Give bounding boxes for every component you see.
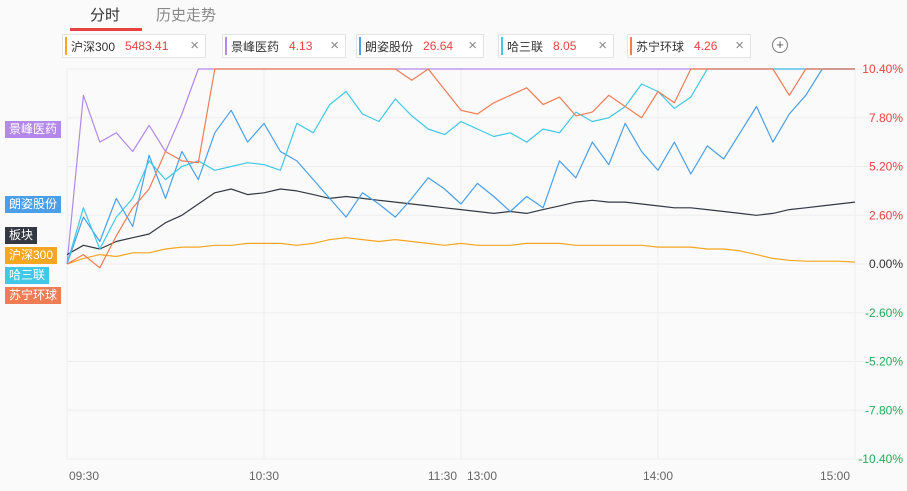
close-icon[interactable]: ×: [735, 37, 744, 54]
chip-name: 朗姿股份: [365, 39, 414, 54]
y-tick-label: -2.60%: [865, 306, 903, 320]
x-tick-label: 09:30: [69, 469, 99, 483]
series-line: [66, 68, 855, 265]
chip-value: 8.05: [553, 39, 577, 53]
y-tick-label: 10.40%: [862, 62, 903, 76]
close-icon[interactable]: ×: [330, 37, 339, 54]
intraday-chart[interactable]: 10.40% 7.80% 5.20% 2.60% 0.00% -2.60% -5.20% -7…: [0, 60, 907, 491]
chip-jingfeng[interactable]: 景峰医药 4.13 ×: [222, 34, 346, 58]
chip-value: 5483.41: [125, 39, 169, 53]
y-tick-label: 2.60%: [869, 208, 903, 222]
series-tag-jingfeng: 景峰医药: [5, 121, 62, 138]
active-tab-indicator: [70, 28, 142, 31]
close-icon[interactable]: ×: [468, 37, 477, 54]
close-icon[interactable]: ×: [598, 37, 607, 54]
y-tick-label: -5.20%: [865, 355, 903, 369]
tab-intraday[interactable]: 分时: [90, 7, 121, 24]
chart-area[interactable]: 10.40% 7.80% 5.20% 2.60% 0.00% -2.60% -5.20% -7…: [0, 60, 907, 491]
series-tag-hasanlian: 哈三联: [5, 267, 50, 284]
x-tick-label: 13:00: [467, 469, 497, 483]
y-tick-label: -7.80%: [865, 403, 903, 417]
y-tick-label: 0.00%: [869, 257, 903, 271]
series-line: [66, 68, 855, 269]
chip-color-bar: [359, 37, 361, 55]
series-tag-sector: 板块: [5, 227, 38, 244]
chip-hs300[interactable]: 沪深300 5483.41 ×: [62, 34, 206, 58]
chip-name: 沪深300: [71, 39, 116, 54]
chip-color-bar: [225, 37, 227, 55]
x-tick-label: 14:00: [643, 469, 673, 483]
y-tick-label: 5.20%: [869, 160, 903, 174]
chip-hasanlian[interactable]: 哈三联 8.05 ×: [498, 34, 614, 58]
chip-suning[interactable]: 苏宁环球 4.26 ×: [627, 34, 751, 58]
chip-color-bar: [65, 37, 67, 55]
chip-name: 景峰医药: [231, 39, 280, 54]
close-icon[interactable]: ×: [190, 37, 199, 54]
x-tick-label: 10:30: [249, 469, 279, 483]
series-line: [66, 188, 856, 256]
chip-color-bar: [630, 37, 632, 55]
x-tick-label: 15:00: [820, 469, 850, 483]
series-tag-hs300: 沪深300: [5, 247, 58, 264]
chip-langzi[interactable]: 朗姿股份 26.64 ×: [356, 34, 484, 58]
series-tag-suning: 苏宁环球: [5, 287, 62, 304]
series-line: [66, 237, 856, 265]
comparison-chip-bar: 沪深300 5483.41 × 景峰医药 4.13 × 朗姿股份 26.64 ×…: [62, 34, 907, 58]
tab-bar: 分时 历史走势: [0, 0, 907, 31]
x-tick-label: 11:30: [428, 469, 457, 483]
tab-history[interactable]: 历史走势: [156, 7, 217, 24]
chip-color-bar: [501, 37, 503, 55]
chip-value: 4.13: [289, 39, 313, 53]
chip-name: 苏宁环球: [636, 39, 685, 54]
chip-name: 哈三联: [507, 39, 544, 54]
chip-value: 4.26: [694, 39, 718, 53]
y-tick-label: 7.80%: [869, 111, 903, 125]
add-comparison-button[interactable]: +: [772, 37, 788, 53]
series-tag-langzi: 朗姿股份: [5, 196, 62, 213]
y-tick-label: -10.40%: [858, 452, 903, 466]
chip-value: 26.64: [423, 39, 454, 53]
